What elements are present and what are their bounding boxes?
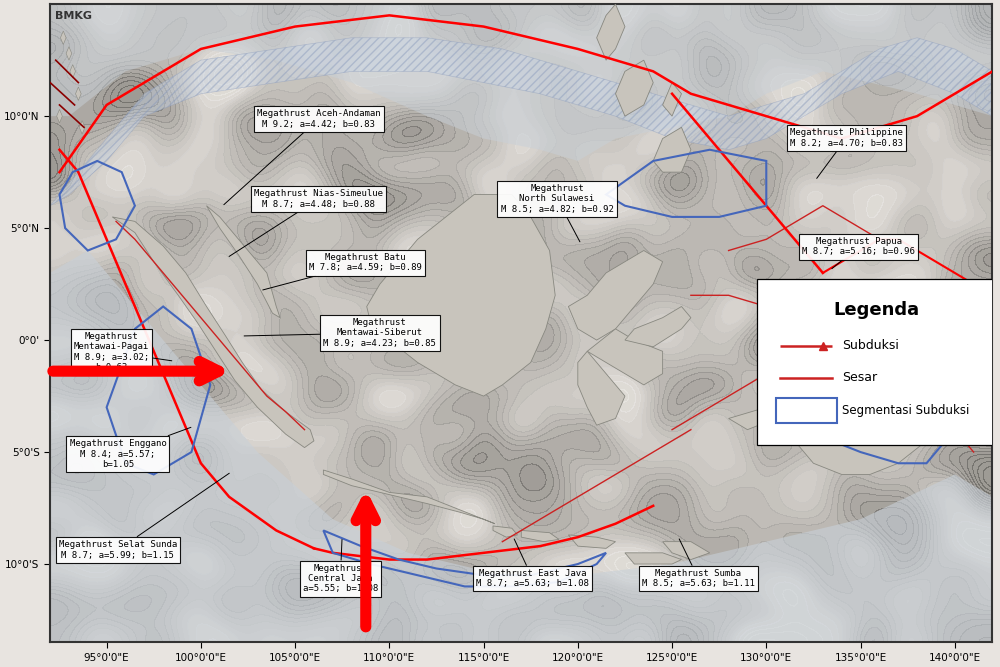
FancyBboxPatch shape [757, 279, 997, 445]
Text: Megathrust
Central Java
a=5.55; b=1.08: Megathrust Central Java a=5.55; b=1.08 [303, 540, 378, 594]
Text: BMKG: BMKG [55, 11, 92, 21]
Polygon shape [568, 535, 616, 548]
Text: Megathrust Papua
M 8.7; a=5.16; b=0.96: Megathrust Papua M 8.7; a=5.16; b=0.96 [802, 237, 915, 269]
Polygon shape [50, 38, 992, 205]
Text: Megathrust East Java
M 8.7; a=5.63; b=1.08: Megathrust East Java M 8.7; a=5.63; b=1.… [476, 539, 589, 588]
Polygon shape [60, 31, 66, 45]
Text: Subduksi: Subduksi [842, 339, 899, 352]
Polygon shape [57, 109, 62, 123]
Polygon shape [493, 526, 518, 537]
Polygon shape [625, 553, 681, 564]
Text: Segmentasi Subduksi: Segmentasi Subduksi [842, 404, 969, 418]
Text: Megathrust Aceh-Andaman
M 9.2; a=4.42; b=0.83: Megathrust Aceh-Andaman M 9.2; a=4.42; b… [224, 109, 380, 205]
Polygon shape [597, 4, 625, 60]
Polygon shape [66, 47, 72, 60]
FancyBboxPatch shape [776, 398, 837, 424]
Text: Megathrust Sumba
M 8.5; a=5.63; b=1.11: Megathrust Sumba M 8.5; a=5.63; b=1.11 [642, 539, 755, 588]
Polygon shape [663, 83, 681, 116]
Polygon shape [587, 329, 663, 385]
Polygon shape [578, 352, 625, 425]
Text: Legenda: Legenda [833, 301, 920, 319]
Text: Megathrust
North Sulawesi
M 8.5; a=4.82; b=0.92: Megathrust North Sulawesi M 8.5; a=4.82;… [501, 184, 614, 242]
Polygon shape [70, 65, 76, 78]
Polygon shape [776, 284, 974, 474]
Text: Megathrust Batu
M 7.8; a=4.59; b=0.89: Megathrust Batu M 7.8; a=4.59; b=0.89 [263, 253, 422, 290]
Polygon shape [323, 470, 495, 524]
Polygon shape [207, 205, 280, 317]
Polygon shape [653, 127, 691, 172]
Polygon shape [729, 396, 785, 430]
Polygon shape [616, 60, 653, 116]
Text: Megathrust Selat Sunda
M 8.7; a=5.99; b=1.15: Megathrust Selat Sunda M 8.7; a=5.99; b=… [59, 474, 229, 560]
Polygon shape [568, 251, 663, 340]
Polygon shape [521, 530, 559, 542]
Text: Sesar: Sesar [842, 371, 877, 384]
Polygon shape [76, 87, 81, 101]
Polygon shape [79, 121, 85, 134]
Text: Megathrust
Mentawai-Pagai
M 8.9; a=3.02;
b=0.63: Megathrust Mentawai-Pagai M 8.9; a=3.02;… [74, 332, 172, 372]
Text: Megathrust Enggano
M 8.4; a=5.57;
b=1.05: Megathrust Enggano M 8.4; a=5.57; b=1.05 [70, 428, 191, 469]
Polygon shape [112, 217, 314, 448]
Text: Megathrust Philippine
M 8.2; a=4.70; b=0.83: Megathrust Philippine M 8.2; a=4.70; b=0… [790, 129, 903, 178]
Polygon shape [50, 4, 992, 161]
Polygon shape [50, 251, 992, 642]
Polygon shape [625, 307, 691, 347]
Polygon shape [663, 542, 710, 560]
Text: Megathrust Nias-Simeulue
M 8.7; a=4.48; b=0.88: Megathrust Nias-Simeulue M 8.7; a=4.48; … [229, 189, 383, 256]
Text: Megathrust
Mentawai-Siberut
M 8.9; a=4.23; b=0.85: Megathrust Mentawai-Siberut M 8.9; a=4.2… [244, 318, 436, 348]
Polygon shape [367, 195, 555, 396]
